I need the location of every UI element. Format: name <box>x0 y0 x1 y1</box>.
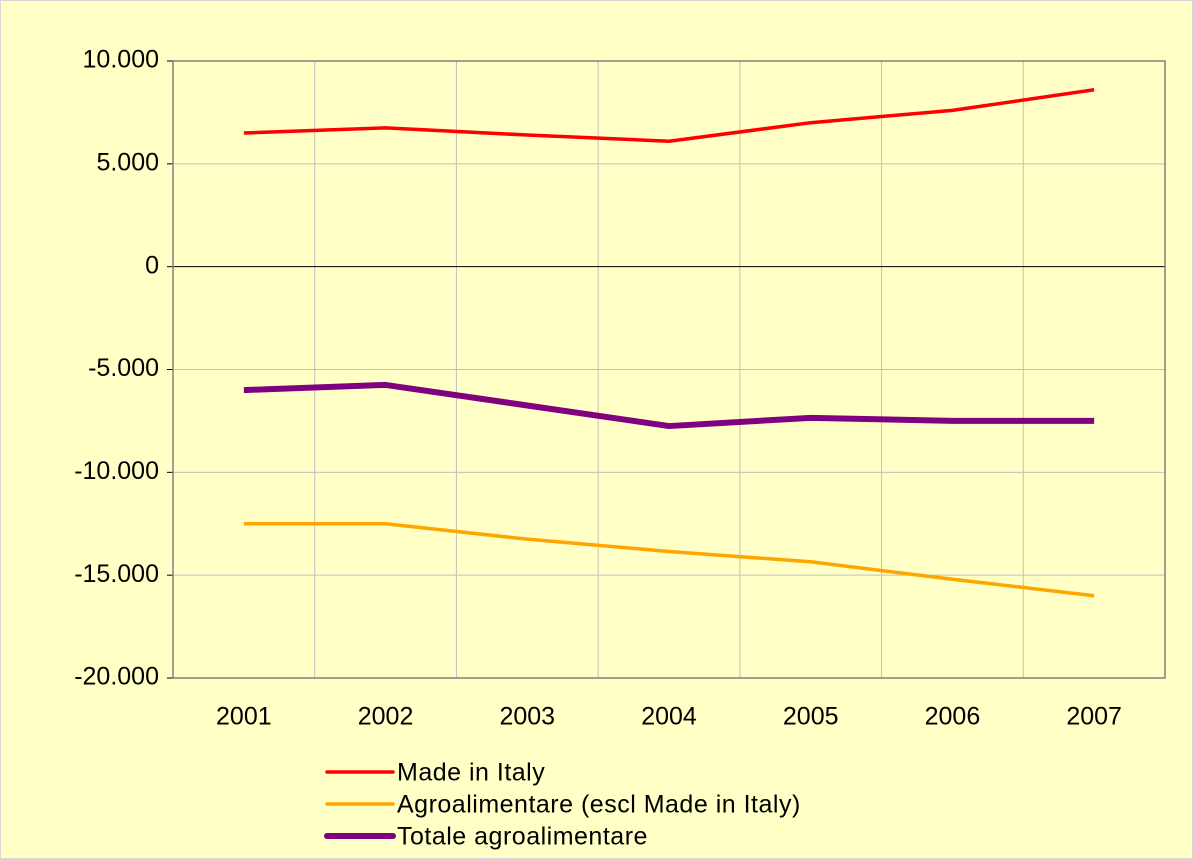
y-tick-label: -10.000 <box>74 457 159 485</box>
plot-border <box>172 60 1166 679</box>
x-tick-label: 2001 <box>216 703 272 731</box>
y-tick-label: -5.000 <box>88 354 159 382</box>
series-line <box>243 88 1095 143</box>
x-tick-label: 2006 <box>925 703 981 731</box>
series-line <box>243 522 1095 598</box>
legend-label: Agroalimentare (escl Made in Italy) <box>397 791 801 819</box>
y-tick-label: 5.000 <box>96 148 159 176</box>
x-tick-label: 2004 <box>641 703 697 731</box>
y-tick-label: -20.000 <box>74 663 159 691</box>
y-tick-label: -15.000 <box>74 560 159 588</box>
x-tick-label: 2005 <box>783 703 839 731</box>
series-line <box>243 381 1095 430</box>
y-tick-label: 10.000 <box>83 46 159 74</box>
legend-label: Totale agroalimentare <box>397 823 648 851</box>
x-tick-label: 2002 <box>358 703 414 731</box>
legend-label: Made in Italy <box>397 759 545 787</box>
x-tick-label: 2003 <box>499 703 555 731</box>
y-tick-label: 0 <box>145 251 159 279</box>
x-tick-label: 2007 <box>1066 703 1122 731</box>
